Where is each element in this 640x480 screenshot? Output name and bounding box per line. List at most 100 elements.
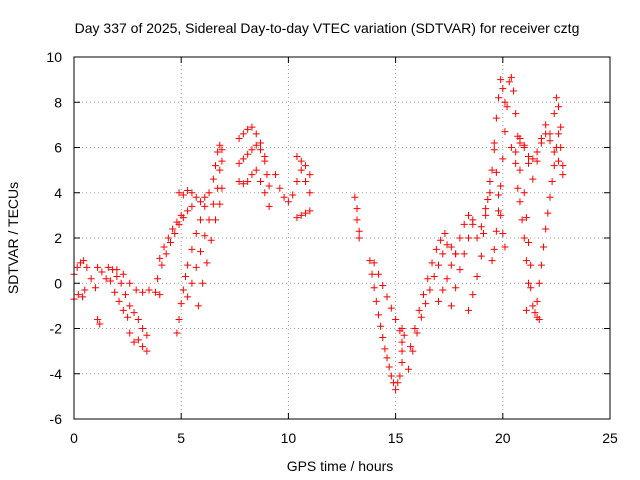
data-point [426, 286, 434, 294]
x-tick-label: 20 [495, 430, 511, 446]
data-point [179, 286, 187, 294]
data-point [179, 191, 187, 199]
data-point [439, 250, 447, 258]
data-point [495, 94, 503, 102]
data-point [113, 266, 121, 274]
data-point [156, 291, 164, 299]
data-point [218, 146, 226, 154]
series-evening-b [464, 177, 494, 314]
data-point [192, 229, 200, 237]
y-tick-label: 10 [46, 49, 62, 65]
data-point [379, 334, 387, 342]
data-point [452, 250, 460, 258]
y-tick-label: -4 [50, 366, 63, 382]
data-point [306, 189, 314, 197]
data-point [531, 309, 539, 317]
data-point [497, 182, 505, 190]
data-point [216, 141, 224, 149]
data-point [456, 266, 464, 274]
data-point [239, 130, 247, 138]
data-point [398, 325, 406, 332]
series-late-d [533, 130, 567, 305]
data-point [263, 171, 271, 179]
data-point [559, 171, 567, 179]
x-tick-label: 10 [281, 430, 297, 446]
data-point [302, 209, 310, 217]
data-points [70, 73, 567, 394]
data-point [428, 259, 436, 267]
data-point [192, 193, 200, 201]
data-point [164, 234, 172, 242]
data-point [257, 146, 265, 154]
data-point [156, 254, 164, 262]
data-point [162, 250, 170, 258]
data-point [252, 166, 260, 174]
data-point [529, 175, 537, 183]
data-point [80, 257, 88, 265]
y-tick-label: 8 [54, 94, 62, 110]
data-point [181, 272, 189, 280]
data-point [482, 211, 490, 219]
series-dip-a [366, 257, 397, 387]
data-point [505, 78, 513, 86]
data-point [497, 211, 505, 219]
data-point [372, 297, 380, 305]
data-point [522, 214, 530, 222]
data-point [207, 236, 215, 244]
data-point [535, 279, 543, 287]
data-point [439, 286, 447, 294]
data-point [473, 234, 481, 242]
data-point [383, 354, 391, 362]
data-point [218, 184, 226, 192]
data-point [477, 252, 485, 260]
data-point [447, 261, 455, 269]
data-point [525, 153, 533, 161]
plot-frame [73, 56, 611, 420]
data-point [124, 313, 132, 321]
data-point [297, 166, 305, 174]
data-point [177, 211, 185, 219]
data-point [434, 297, 442, 305]
data-point [265, 202, 273, 210]
data-point [126, 302, 134, 310]
data-point [306, 171, 314, 179]
data-point [272, 171, 280, 179]
y-axis-title: SDTVAR / TECUs [5, 182, 21, 294]
data-point [492, 114, 500, 122]
data-point [557, 123, 565, 131]
data-point [235, 134, 243, 142]
data-point [196, 248, 204, 256]
data-point [492, 227, 500, 235]
data-point [417, 313, 425, 321]
data-point [216, 200, 224, 208]
grid [74, 57, 610, 419]
data-point [503, 103, 511, 111]
data-point [139, 343, 147, 351]
data-point [293, 214, 301, 222]
data-point [235, 159, 243, 167]
data-point [194, 302, 202, 310]
data-point [212, 216, 220, 224]
data-point [460, 250, 468, 258]
data-point [533, 157, 541, 165]
data-point [456, 234, 464, 242]
data-point [535, 315, 543, 323]
data-point [529, 155, 537, 163]
data-point [469, 220, 477, 228]
data-point [106, 277, 114, 285]
data-point [370, 259, 378, 267]
data-point [366, 257, 374, 265]
series-early-track-d [104, 263, 151, 339]
data-point [555, 103, 563, 111]
y-tick-label: -6 [50, 411, 63, 427]
data-point [111, 288, 119, 296]
data-point [139, 288, 147, 296]
data-point [482, 205, 490, 213]
data-point [387, 304, 395, 312]
data-point [244, 150, 252, 158]
data-point [169, 225, 177, 233]
data-point [441, 229, 449, 237]
data-point [203, 259, 211, 267]
data-point [542, 121, 550, 129]
data-point [368, 270, 376, 278]
